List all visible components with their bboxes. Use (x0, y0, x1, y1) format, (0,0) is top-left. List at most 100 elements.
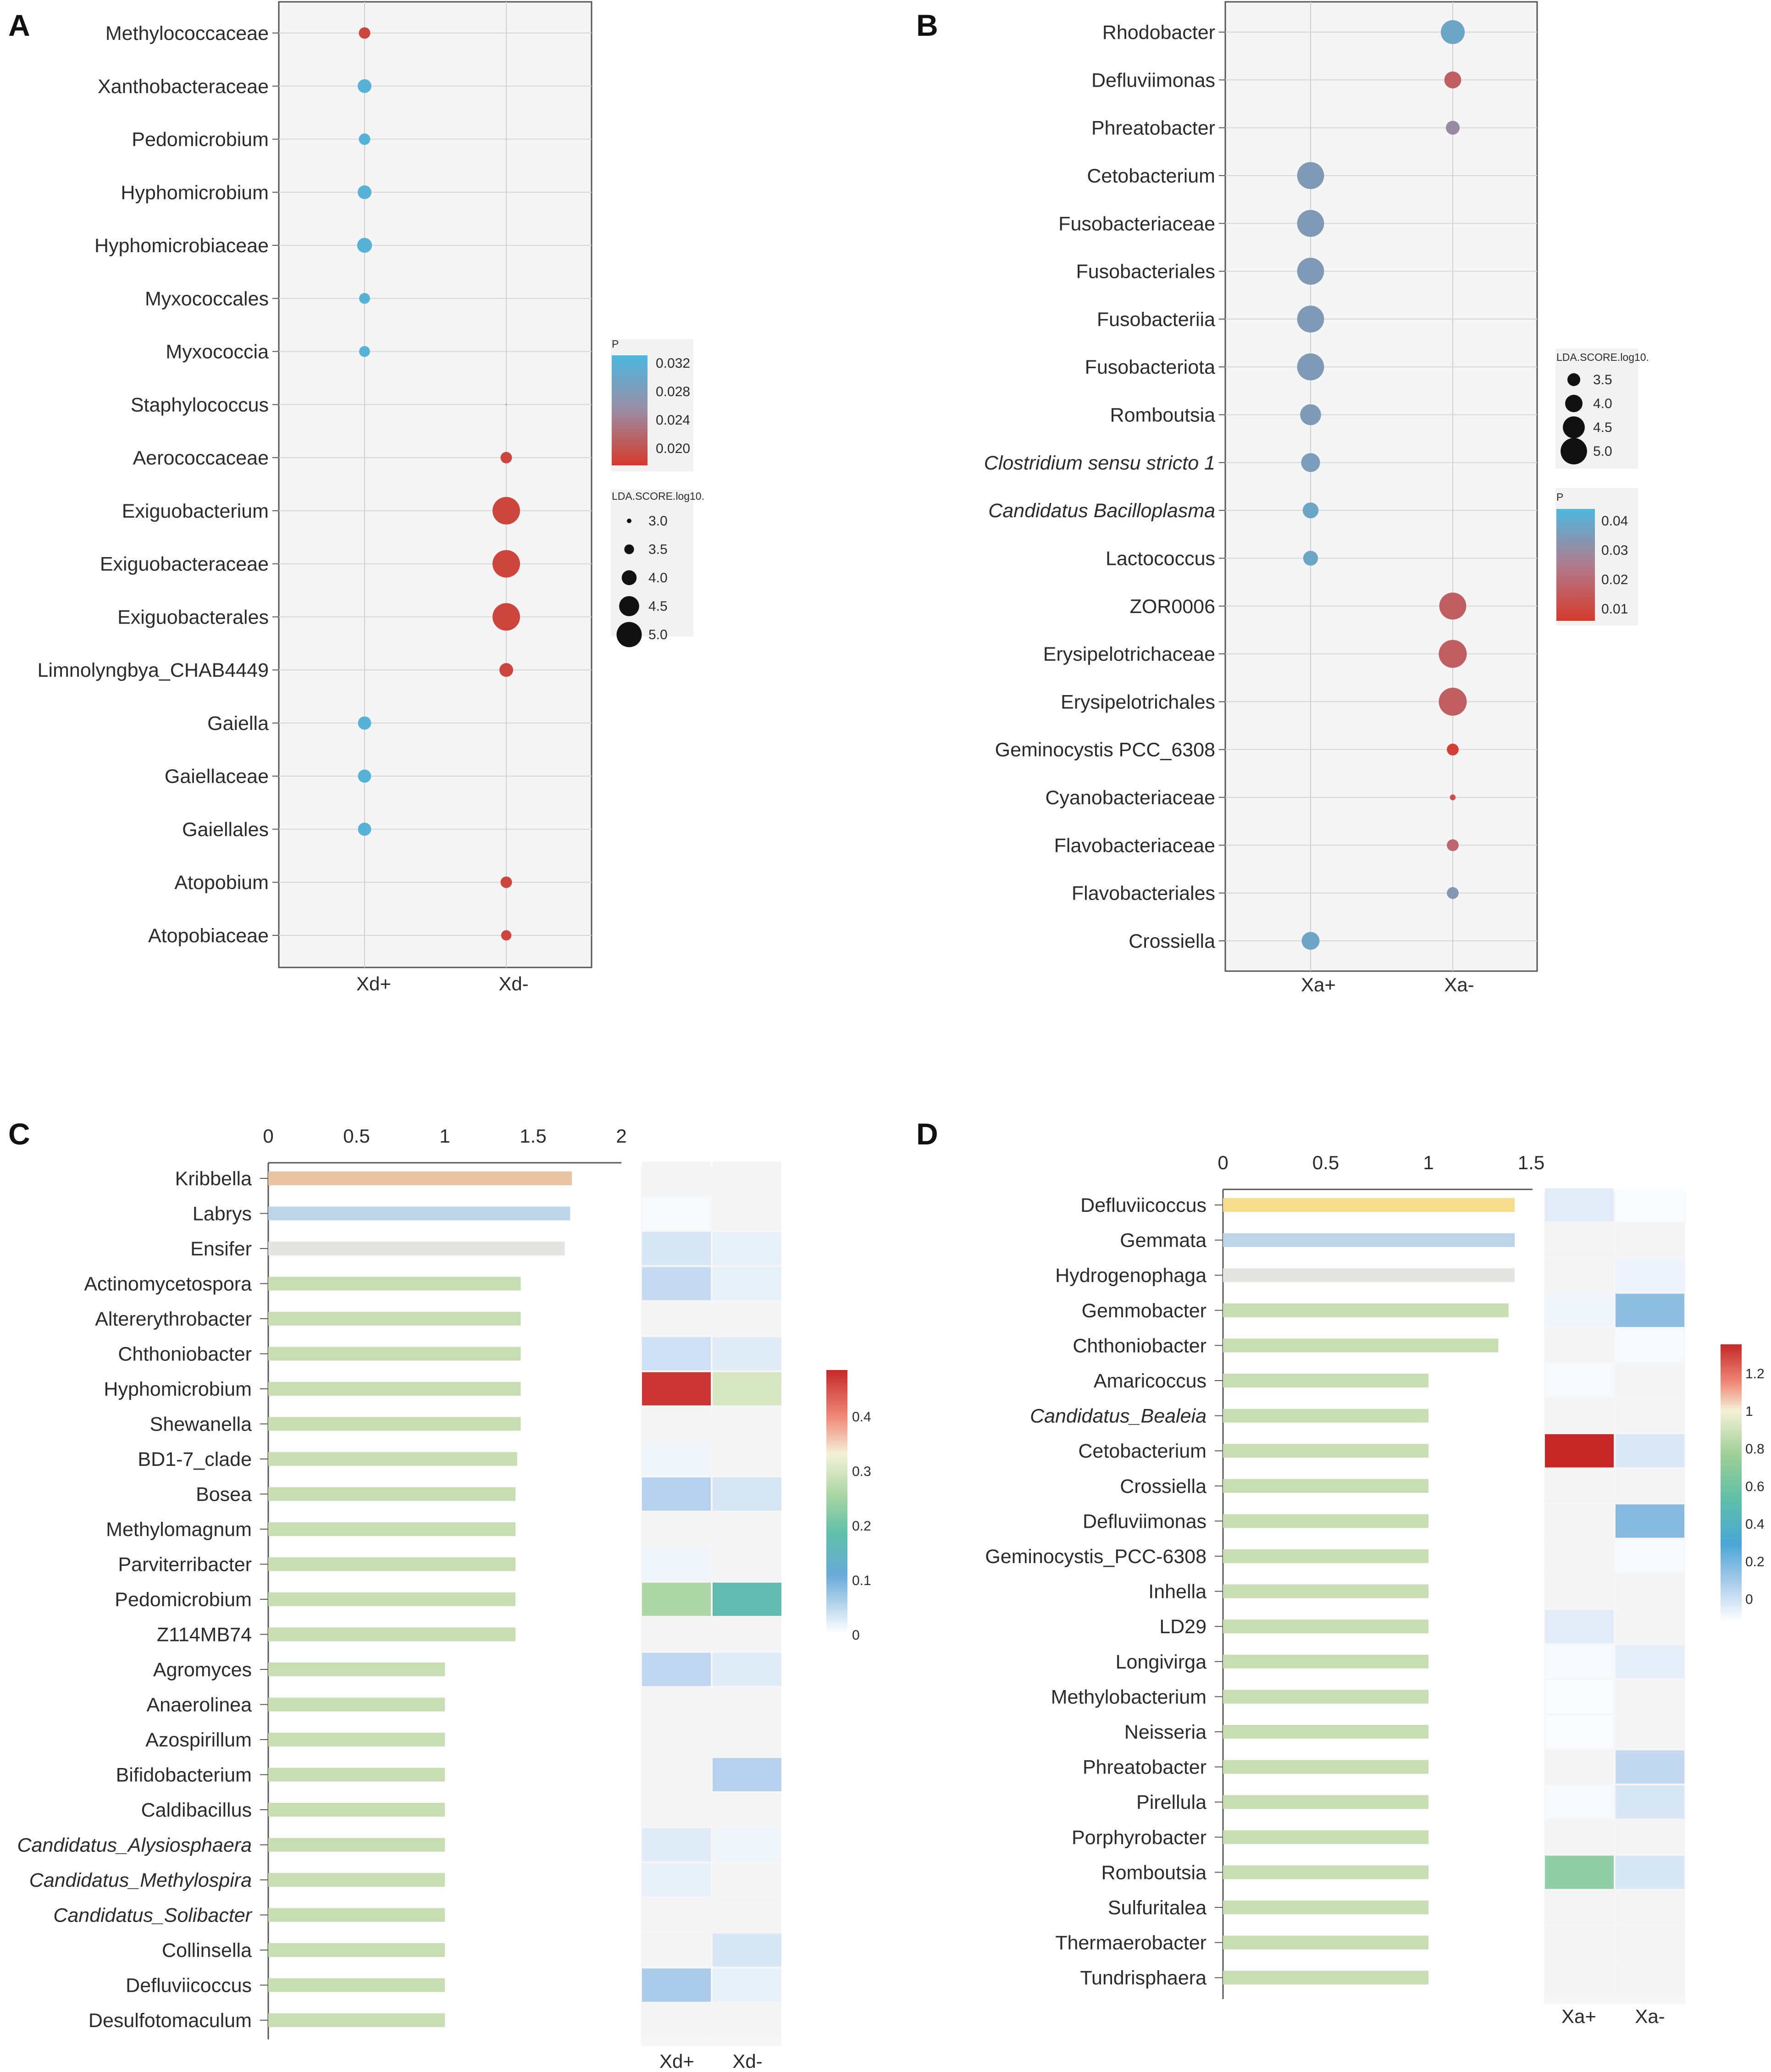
heatmap-cell (1545, 1715, 1614, 1749)
data-point (1439, 687, 1467, 716)
data-point (1297, 162, 1324, 189)
row-label: Exiguobacterium (122, 500, 269, 522)
bar (1223, 1865, 1428, 1879)
bar (268, 1803, 445, 1817)
heatmap-cell (1545, 1539, 1614, 1573)
row-label: Gaiellaceae (165, 766, 269, 788)
row-label: Candidatus_Bealeia (1030, 1405, 1206, 1427)
xtick-label: 1 (439, 1125, 450, 1147)
heatmap-cell (713, 1898, 781, 1932)
heatmap-cell (642, 1863, 711, 1897)
row-label: Pedomicrobium (115, 1589, 252, 1611)
heatmap-cell (1616, 1539, 1684, 1573)
bar (1223, 1374, 1428, 1387)
row-label: Candidatus_Solibacter (53, 1905, 252, 1927)
bar (268, 1768, 445, 1782)
heatmap-cell (642, 1723, 711, 1757)
heatmap-cell (1616, 1609, 1684, 1643)
panel-c-heat-tick: 0.1 (852, 1573, 871, 1588)
row-label: Candidatus Bacilloplasma (988, 500, 1215, 522)
size-legend-label: 4.0 (648, 570, 668, 586)
data-point (499, 663, 513, 677)
heatmap-cell (1545, 1399, 1614, 1432)
bar (1223, 1198, 1515, 1212)
row-label: Romboutsia (1101, 1862, 1207, 1884)
data-point (1300, 404, 1321, 425)
heatmap-cell (642, 1758, 711, 1791)
row-label: LD29 (1159, 1616, 1206, 1638)
bar (268, 1276, 521, 1291)
panel-b-size-legend: LDA.SCORE.log10. 3.5 4.0 4.5 5.0 (1555, 348, 1649, 469)
row-label: Defluviicoccus (126, 1975, 252, 1997)
row-label: Xanthobacteraceae (98, 76, 269, 98)
data-point (493, 497, 520, 525)
size-legend-dot (1563, 416, 1585, 438)
row-label: Gemmata (1120, 1230, 1206, 1252)
row-label: Sulfuritalea (1108, 1897, 1206, 1919)
data-point (359, 27, 371, 39)
row-label: Flavobacteriales (1072, 883, 1215, 905)
heatmap-cell (713, 1197, 781, 1230)
xtick-label: 0.5 (1312, 1152, 1339, 1173)
row-label: Geminocystis_PCC-6308 (985, 1546, 1206, 1568)
data-point (1445, 121, 1460, 135)
bar (1223, 1409, 1428, 1423)
panel-b-size-legend-items: 3.5 4.0 4.5 5.0 (1561, 372, 1612, 464)
row-label: Hyphomicrobium (104, 1378, 252, 1400)
data-point (359, 346, 370, 357)
data-point (505, 404, 507, 405)
heatmap-cell (642, 1372, 711, 1406)
row-label: Clostridium sensu stricto 1 (984, 452, 1215, 474)
heatmap-cell (1545, 1609, 1614, 1643)
heatmap-cell (1616, 1645, 1684, 1679)
heatmap-cell (713, 1232, 781, 1265)
row-label: Erysipelotrichaceae (1043, 643, 1215, 665)
row-label: Hydrogenophaga (1055, 1265, 1206, 1287)
panel-a-dot-plot: Methylococcaceae Xanthobacteraceae Pedomic… (38, 1, 704, 995)
heatmap-cell (642, 1302, 711, 1336)
panel-c-rows: Kribbella Labrys Ensifer Actinomycetospora A… (17, 1168, 572, 2032)
bar (1223, 1725, 1428, 1739)
heatmap-cell (1545, 1750, 1614, 1784)
bar (268, 1627, 515, 1641)
row-label: Cetobacterium (1087, 165, 1215, 187)
heatmap-cell (713, 1652, 781, 1686)
bar (1223, 1444, 1428, 1458)
panel-a-p-tick: 0.024 (656, 413, 690, 428)
heatmap-cell (1545, 1961, 1614, 1995)
panel-c-xticks: 0 0.5 1 1.5 2 (263, 1125, 626, 1147)
panel-d-heat-tick: 0 (1745, 1592, 1753, 1607)
panel-d-heat-colorbar (1721, 1344, 1742, 1621)
heatmap-cell (713, 1688, 781, 1721)
bar (1223, 1690, 1428, 1704)
heatmap-cell (642, 1968, 711, 2002)
heatmap-cell (1545, 1785, 1614, 1819)
size-legend-dot (627, 519, 631, 523)
heatmap-cell (642, 1547, 711, 1581)
bar (1223, 1514, 1428, 1528)
heatmap-cell (1616, 1961, 1684, 1995)
row-label: Cyanobacteriaceae (1045, 787, 1215, 809)
heatmap-cell (1545, 1329, 1614, 1362)
size-legend-label: 4.5 (648, 599, 668, 614)
panel-d-heat-tick: 1 (1745, 1404, 1753, 1419)
row-label: Phreatobacter (1083, 1757, 1206, 1779)
heatmap-cell (713, 1793, 781, 1827)
row-label: Limnolyngbya_CHAB4449 (38, 659, 269, 681)
heatmap-cell (713, 1477, 781, 1511)
size-legend-dot (616, 622, 642, 647)
heatmap-cell (1545, 1645, 1614, 1679)
bar (1223, 1830, 1428, 1844)
bar (1223, 1233, 1515, 1247)
row-label: Tundrisphaera (1080, 1967, 1206, 1989)
heatmap-cell (1616, 1504, 1684, 1538)
row-label: Candidatus_Alysiosphaera (17, 1834, 252, 1857)
panel-a-xtick-xd-minus: Xd- (498, 973, 528, 995)
row-label: Hyphomicrobiaceae (94, 235, 269, 257)
bar (268, 1943, 445, 1957)
data-point (1297, 258, 1324, 285)
row-label: Gaiella (207, 713, 269, 735)
panel-b-xtick-xa-plus: Xa+ (1301, 974, 1336, 995)
heatmap-cell (713, 1618, 781, 1651)
